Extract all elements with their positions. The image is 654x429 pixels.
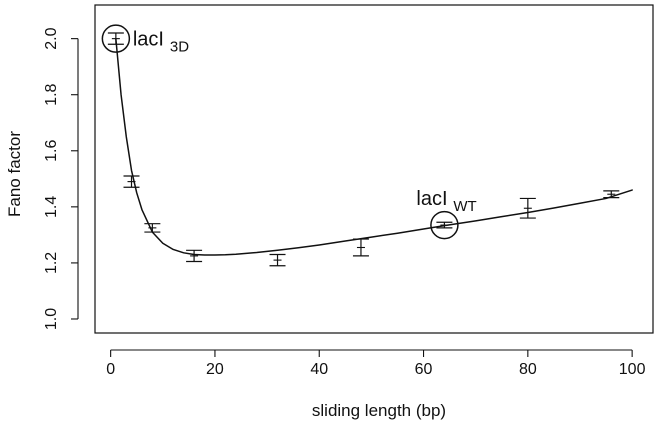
curve-layer bbox=[115, 37, 633, 256]
y-tick-label: 2.0 bbox=[43, 27, 60, 49]
y-tick-label: 1.8 bbox=[43, 83, 60, 105]
y-tick-label: 1.6 bbox=[43, 140, 60, 162]
x-axis-label: sliding length (bp) bbox=[312, 401, 446, 420]
x-tick-label: 20 bbox=[206, 361, 224, 378]
x-tick-label: 100 bbox=[619, 361, 646, 378]
annotation-label-main: lacI bbox=[416, 188, 447, 210]
x-tick-label: 80 bbox=[519, 361, 537, 378]
errorbar-point bbox=[107, 32, 124, 45]
x-tick-label: 40 bbox=[310, 361, 328, 378]
annotation-layer: lacI 3D lacI WT bbox=[101, 24, 477, 240]
plot-frame bbox=[94, 4, 654, 334]
x-tick-label: 0 bbox=[106, 361, 115, 378]
y-tick-label: 1.2 bbox=[43, 252, 60, 274]
annotation-label-subscript: WT bbox=[453, 198, 476, 215]
errorbar-point bbox=[123, 175, 140, 188]
x-tick-label: 60 bbox=[415, 361, 433, 378]
fit-curve bbox=[115, 37, 633, 256]
y-axis-label: Fano factor bbox=[5, 131, 24, 217]
errorbar-point bbox=[186, 249, 203, 263]
annotation-label-main: lacI bbox=[133, 29, 164, 51]
y-tick-label: 1.4 bbox=[43, 196, 60, 218]
y-tick-label: 1.0 bbox=[43, 308, 60, 330]
errorbar-point bbox=[352, 238, 369, 257]
errorbar-point bbox=[436, 221, 453, 229]
errorbar-point bbox=[269, 253, 286, 267]
annotation-label-subscript: 3D bbox=[170, 39, 189, 56]
errorbar-point bbox=[519, 197, 536, 219]
annotation-circle bbox=[430, 210, 459, 240]
errorbar-point bbox=[603, 190, 620, 199]
annotation-circle bbox=[101, 24, 131, 53]
axes-layer: 0 20 40 60 80 100 1.0 1.2 1.4 1.6 1.8 2.0 bbox=[43, 4, 654, 378]
errorbar-layer bbox=[107, 32, 620, 267]
errorbar-point bbox=[144, 223, 161, 233]
